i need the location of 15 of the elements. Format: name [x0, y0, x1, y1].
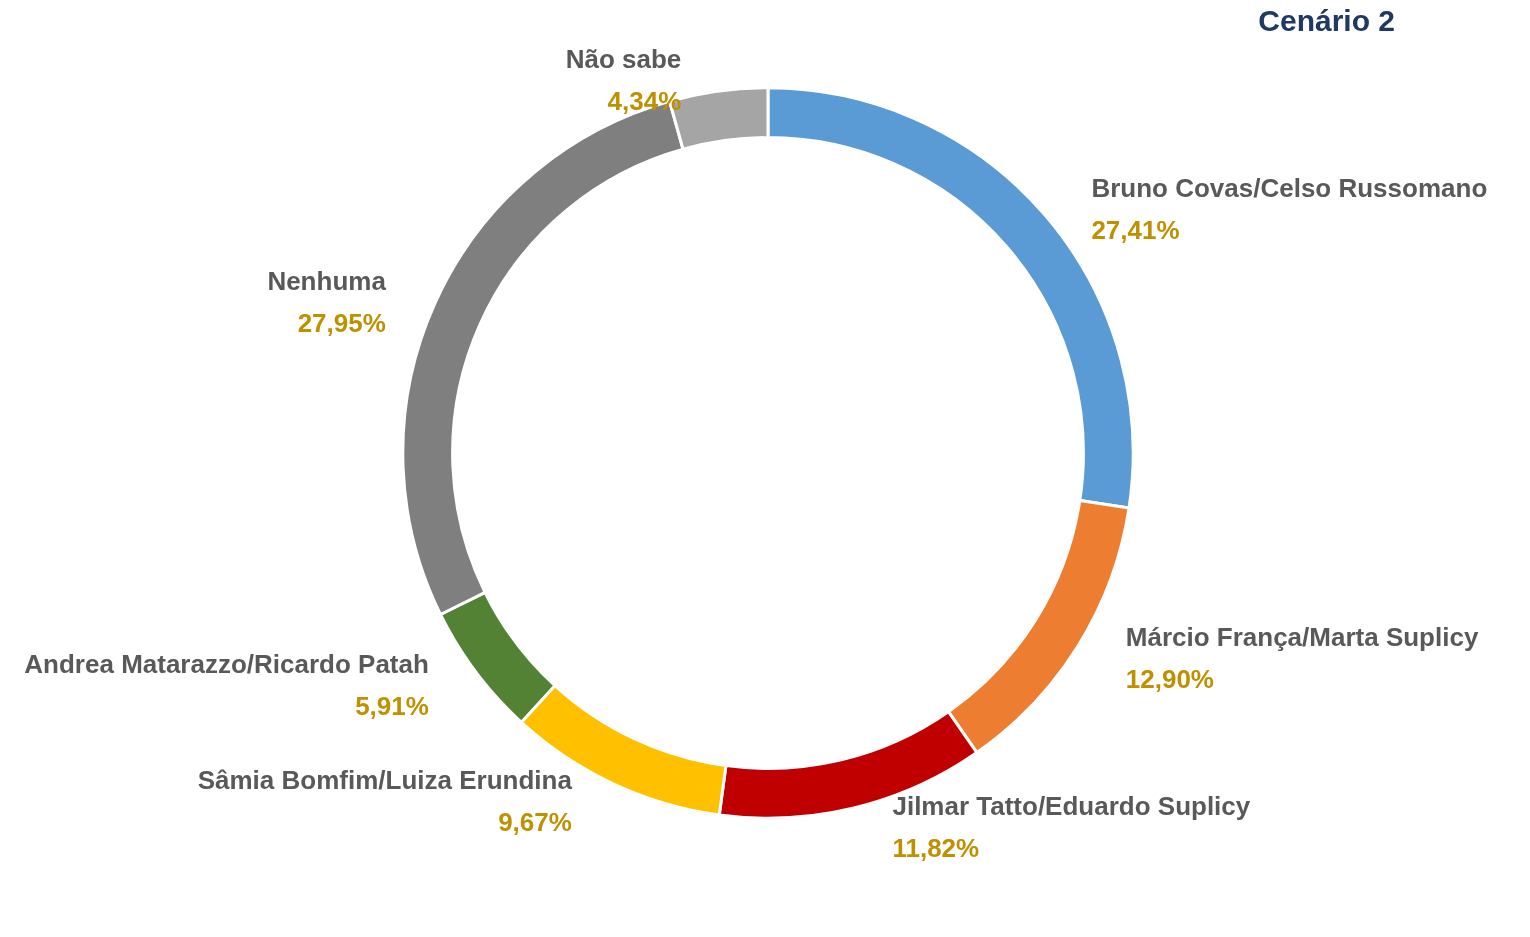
data-label: 5,91%: [355, 691, 429, 722]
slice-label: Não sabe: [565, 44, 682, 75]
slice-label: Jilmar Tatto/Eduardo Suplicy: [892, 790, 1251, 821]
slice-label: Nenhuma: [267, 265, 387, 296]
data-label: 11,82%: [892, 832, 980, 863]
data-label: 12,90%: [1125, 663, 1214, 694]
data-label: 27,95%: [297, 307, 386, 338]
data-label: 9,67%: [498, 807, 572, 838]
data-label: 4,34%: [607, 86, 682, 117]
data-label: 27,41%: [1091, 215, 1180, 246]
slice-label: Bruno Covas/Celso Russomano: [1091, 173, 1488, 204]
chart-title: Cenário 2: [1258, 3, 1395, 37]
slice-label: Sâmia Bomfim/Luiza Erundina: [197, 765, 573, 796]
slice-label: Andrea Matarazzo/Ricardo Patah: [24, 649, 429, 680]
slice-label: Márcio França/Marta Suplicy: [1125, 621, 1479, 652]
